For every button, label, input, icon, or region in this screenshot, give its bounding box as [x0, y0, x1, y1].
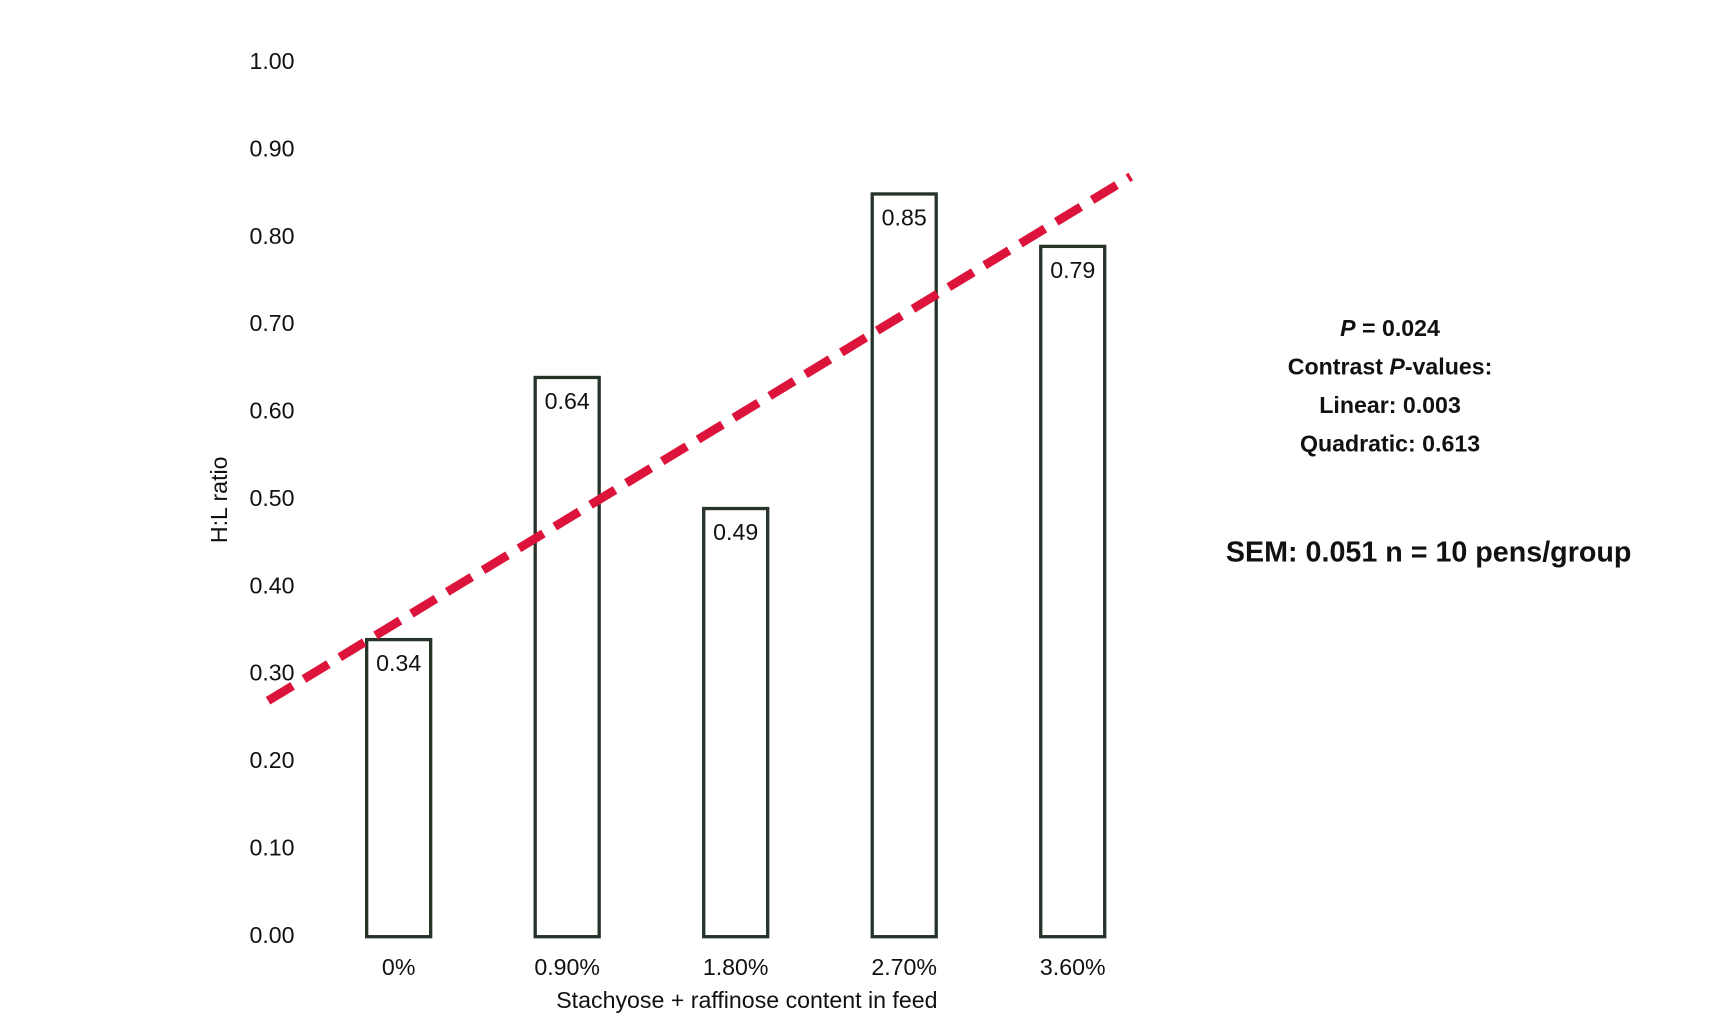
annotation-part: Linear: 0.003 [1319, 392, 1461, 418]
bar [702, 506, 770, 939]
x-tick-label: 3.60% [1040, 954, 1106, 980]
y-tick-label: 0.80 [249, 223, 294, 249]
y-tick-label: 0.50 [249, 485, 294, 511]
annotation: Quadratic: 0.613 [1300, 431, 1480, 457]
annotation-part: P [1389, 354, 1405, 380]
y-tick-label: 0.70 [249, 310, 294, 336]
annotation-part: Contrast [1288, 354, 1390, 380]
x-axis-title: Stachyose + raffinose content in feed [556, 987, 937, 1013]
x-tick-label: 0% [382, 954, 415, 980]
data-label: 0.64 [545, 388, 590, 414]
sem-note: SEM: 0.051 n = 10 pens/group [1226, 536, 1631, 568]
annotation: Linear: 0.003 [1319, 392, 1461, 418]
y-axis-title: H:L ratio [206, 456, 232, 543]
x-tick-label: 1.80% [703, 954, 769, 980]
annotation-part: Quadratic: 0.613 [1300, 431, 1480, 457]
y-tick-label: 0.30 [249, 660, 294, 686]
annotation-part: P [1340, 315, 1356, 341]
annotation-part: = 0.024 [1356, 315, 1440, 341]
annotation-part: -values: [1405, 354, 1493, 380]
y-tick-label: 0.60 [249, 398, 294, 424]
x-tick-label: 2.70% [871, 954, 937, 980]
data-label: 0.79 [1050, 257, 1095, 283]
y-tick-label: 0.10 [249, 834, 294, 860]
y-tick-label: 0.00 [249, 922, 294, 948]
bar [1039, 244, 1107, 939]
annotation: Contrast P-values: [1288, 354, 1493, 380]
data-label: 0.85 [882, 204, 927, 230]
y-tick-label: 0.20 [249, 747, 294, 773]
y-tick-label: 0.40 [249, 572, 294, 598]
bar [365, 637, 433, 939]
x-tick-label: 0.90% [534, 954, 600, 980]
trendline [265, 172, 1134, 705]
y-tick-label: 1.00 [249, 48, 294, 74]
annotation: P = 0.024 [1340, 315, 1440, 341]
y-tick-label: 0.90 [249, 135, 294, 161]
bar [533, 375, 601, 939]
bar [870, 192, 938, 939]
data-label: 0.49 [713, 519, 758, 545]
data-label: 0.34 [376, 650, 421, 676]
